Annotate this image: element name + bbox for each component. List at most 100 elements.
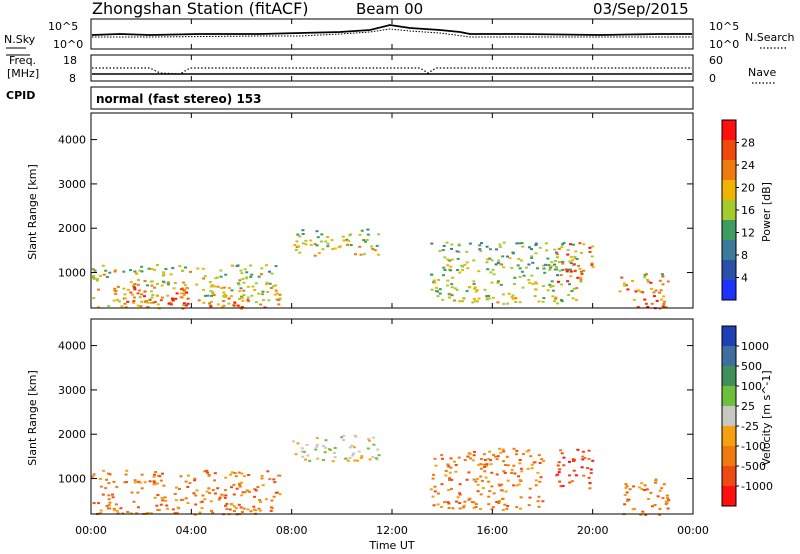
echo-cell bbox=[496, 261, 500, 264]
echo-cell bbox=[503, 503, 507, 506]
echo-cell bbox=[586, 467, 590, 470]
echo-cell bbox=[532, 461, 536, 464]
echo-cell bbox=[200, 500, 204, 503]
echo-cell bbox=[151, 301, 155, 304]
echo-cell bbox=[557, 261, 561, 264]
date-label: 03/Sep/2015 bbox=[593, 0, 689, 18]
echo-cell bbox=[527, 504, 531, 507]
echo-cell bbox=[529, 455, 533, 458]
echo-cell bbox=[214, 277, 218, 280]
echo-cell bbox=[263, 306, 267, 309]
echo-cell bbox=[119, 507, 123, 510]
echo-cell bbox=[591, 459, 595, 462]
echo-cell bbox=[140, 473, 144, 476]
echo-cell bbox=[254, 301, 258, 304]
echo-cell bbox=[495, 458, 499, 461]
echo-cell bbox=[159, 479, 163, 482]
echo-cell bbox=[461, 269, 464, 272]
echo-cell bbox=[506, 464, 510, 467]
echo-cell bbox=[104, 487, 108, 490]
echo-cell bbox=[236, 264, 240, 267]
echo-cell bbox=[497, 502, 501, 504]
echo-cell bbox=[209, 500, 213, 503]
echo-cell bbox=[179, 499, 183, 502]
echo-cell bbox=[510, 267, 514, 269]
echo-cell bbox=[565, 270, 569, 273]
echo-cell bbox=[440, 483, 444, 486]
echo-cell bbox=[536, 500, 540, 503]
echo-cell bbox=[92, 297, 96, 300]
echo-cell bbox=[240, 297, 244, 299]
echo-cell bbox=[222, 291, 226, 294]
echo-cell bbox=[440, 506, 443, 508]
echo-cell bbox=[487, 495, 491, 498]
beam-label: Beam 00 bbox=[356, 0, 423, 18]
power-echo-layer bbox=[91, 228, 670, 310]
echo-cell bbox=[644, 302, 648, 305]
echo-cell bbox=[570, 290, 574, 292]
echo-cell bbox=[658, 513, 662, 516]
echo-cell bbox=[497, 259, 501, 262]
echo-cell bbox=[184, 497, 188, 500]
echo-cell bbox=[588, 251, 592, 253]
echo-cell bbox=[534, 288, 538, 291]
echo-cell bbox=[259, 509, 262, 512]
echo-cell bbox=[456, 257, 460, 260]
echo-cell bbox=[461, 300, 465, 303]
echo-cell bbox=[545, 249, 549, 252]
echo-cell bbox=[254, 509, 258, 512]
echo-cell bbox=[591, 266, 595, 269]
echo-cell bbox=[210, 509, 213, 512]
echo-cell bbox=[270, 272, 274, 275]
echo-cell bbox=[591, 245, 595, 248]
echo-cell bbox=[143, 290, 147, 293]
echo-cell bbox=[138, 481, 142, 484]
echo-cell bbox=[494, 455, 498, 458]
echo-cell bbox=[362, 253, 366, 256]
echo-cell bbox=[184, 304, 188, 307]
echo-cell bbox=[160, 284, 164, 287]
colorbar-swatch bbox=[722, 426, 736, 447]
echo-cell bbox=[458, 271, 462, 274]
echo-cell bbox=[218, 496, 222, 499]
echo-cell bbox=[133, 479, 137, 482]
echo-cell bbox=[173, 511, 177, 514]
echo-cell bbox=[309, 239, 313, 242]
colorbar-tick-label: -500 bbox=[741, 460, 766, 473]
echo-cell bbox=[528, 246, 531, 249]
echo-cell bbox=[174, 297, 178, 300]
echo-cell bbox=[273, 293, 277, 296]
echo-cell bbox=[490, 281, 494, 284]
echo-cell bbox=[443, 269, 447, 271]
echo-cell bbox=[653, 504, 657, 506]
station-title: Zhongshan Station (fitACF) bbox=[92, 0, 309, 18]
x-tick-label: 08:00 bbox=[276, 524, 308, 537]
echo-cell bbox=[238, 290, 242, 293]
noise-sky-label: N.Sky bbox=[4, 33, 36, 46]
echo-cell bbox=[99, 485, 103, 488]
echo-cell bbox=[181, 270, 185, 272]
echo-cell bbox=[230, 486, 233, 489]
colorbar-swatch bbox=[722, 346, 736, 367]
echo-cell bbox=[130, 491, 134, 494]
echo-cell bbox=[260, 474, 264, 477]
echo-cell bbox=[458, 491, 462, 494]
echo-cell bbox=[664, 503, 668, 505]
echo-cell bbox=[556, 280, 560, 283]
echo-cell bbox=[447, 502, 451, 505]
echo-cell bbox=[92, 473, 96, 476]
echo-cell bbox=[140, 270, 144, 273]
echo-cell bbox=[203, 470, 207, 473]
echo-cell bbox=[145, 306, 149, 309]
time-x-axis: 00:00 04:00 08:00 12:00 16:00 20:00 00:00 bbox=[75, 19, 709, 537]
echo-cell bbox=[472, 280, 476, 283]
echo-cell bbox=[230, 471, 234, 474]
echo-cell bbox=[182, 281, 186, 284]
echo-cell bbox=[171, 508, 175, 511]
echo-cell bbox=[224, 476, 228, 479]
echo-cell bbox=[564, 268, 568, 271]
echo-cell bbox=[261, 484, 265, 487]
echo-cell bbox=[129, 269, 132, 272]
echo-cell bbox=[152, 481, 156, 484]
velocity-y-axis: 1000 2000 3000 4000 bbox=[58, 340, 693, 486]
